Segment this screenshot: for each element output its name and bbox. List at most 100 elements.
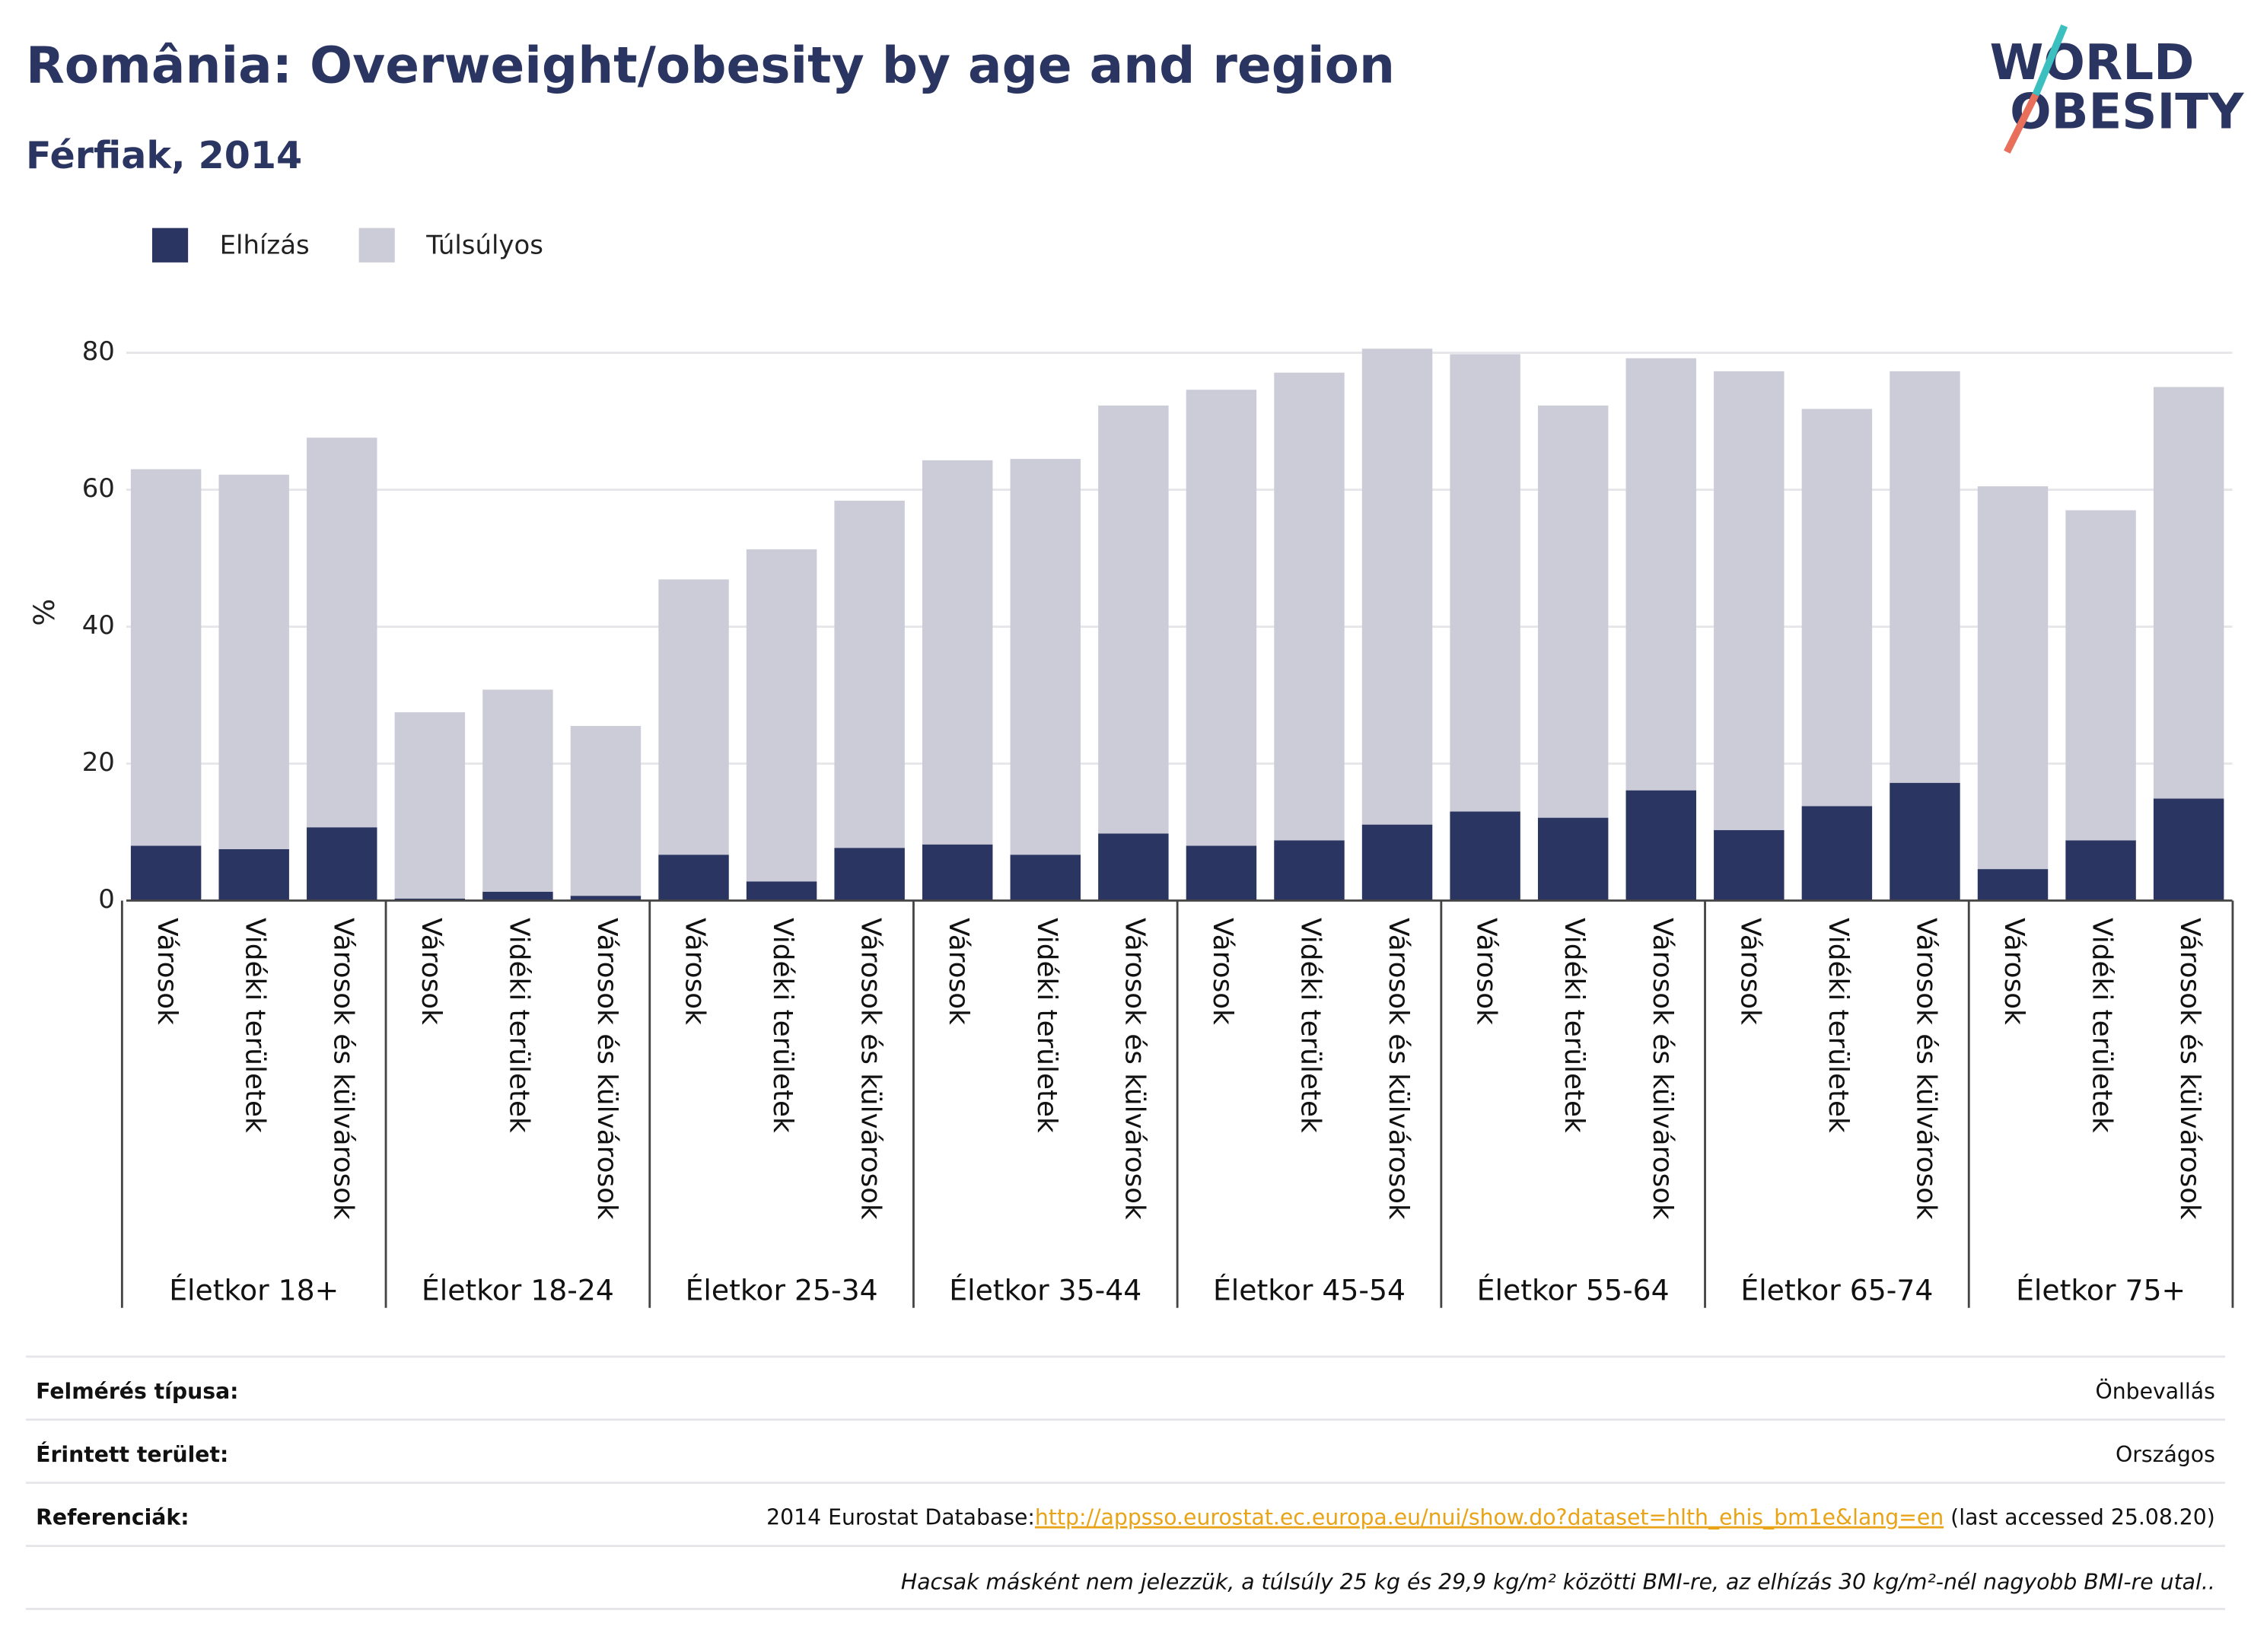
bar-segment — [658, 855, 729, 901]
logo-text: OBESITY — [2010, 84, 2245, 140]
bar-segment — [570, 896, 642, 901]
x-tick-label: Városok — [680, 918, 711, 1025]
legend-swatch — [358, 228, 395, 263]
legend-label: Elhízás — [220, 231, 310, 261]
bar-segment — [482, 891, 553, 901]
group-label: Életkor 18-24 — [422, 1273, 614, 1307]
bar-segment — [1098, 405, 1169, 834]
group-label: Életkor 55-64 — [1477, 1273, 1670, 1307]
bar-segment — [1361, 349, 1433, 825]
bar-segment — [1274, 372, 1345, 841]
x-tick-label: Vidéki területek — [240, 918, 271, 1133]
reference-text: 2014 Eurostat Database: — [766, 1505, 1035, 1530]
bar-segment — [2065, 840, 2136, 901]
footer-value: Önbevallás — [2095, 1378, 2214, 1404]
footer-label: Felmérés típusa: — [36, 1379, 238, 1404]
bar-segment — [482, 689, 553, 892]
reference-link[interactable]: http://appsso.eurostat.ec.europa.eu/nui/… — [1035, 1505, 1944, 1530]
y-tick-label: 0 — [98, 885, 115, 915]
x-tick-label: Vidéki területek — [2087, 918, 2118, 1133]
logo-slash — [2032, 24, 2068, 97]
bar-segment — [1977, 486, 2049, 870]
bar-segment — [746, 549, 817, 882]
bar-segment — [130, 845, 202, 901]
bar-segment — [2065, 510, 2136, 841]
bar-segment — [922, 844, 993, 901]
bar-segment — [218, 474, 289, 850]
bar-segment — [922, 460, 993, 845]
x-tick-label: Vidéki területek — [1294, 918, 1326, 1133]
y-tick-label: 20 — [82, 748, 115, 778]
bar-segment — [1186, 845, 1257, 901]
bar-segment — [746, 881, 817, 901]
y-tick-label: 60 — [82, 474, 115, 504]
x-tick-label: Vidéki területek — [1823, 918, 1854, 1133]
x-tick-label: Városok és külvárosok — [1910, 918, 1941, 1220]
footer-value: 2014 Eurostat Database:http://appsso.eur… — [766, 1505, 2215, 1530]
bar-segment — [1010, 459, 1081, 855]
bar-segment — [394, 712, 466, 899]
group-label: Életkor 65-74 — [1740, 1273, 1933, 1307]
footnote: Hacsak másként nem jelezzük, a túlsúly 2… — [901, 1570, 2215, 1595]
logo-text: WORLD — [1990, 35, 2195, 91]
bar-segment — [834, 848, 905, 901]
bar-segment — [1010, 855, 1081, 901]
bar-segment — [1186, 390, 1257, 846]
x-tick-label: Városok és külvárosok — [1647, 918, 1678, 1220]
group-label: Életkor 45-54 — [1213, 1273, 1406, 1307]
bar-segment — [1537, 405, 1609, 818]
bar-segment — [2153, 798, 2224, 901]
bar-segment — [1890, 371, 1960, 783]
bar-segment — [1625, 358, 1696, 791]
x-tick-label: Városok — [1471, 918, 1502, 1025]
bar-segment — [307, 438, 377, 828]
group-label: Életkor 35-44 — [949, 1273, 1141, 1307]
x-tick-label: Városok — [415, 918, 447, 1025]
x-tick-label: Városok — [1998, 918, 2030, 1025]
x-tick-label: Vidéki területek — [1559, 918, 1590, 1133]
x-tick-label: Városok — [151, 918, 183, 1025]
x-tick-label: Vidéki területek — [503, 918, 534, 1133]
bar-segment — [1450, 354, 1520, 812]
x-tick-label: Vidéki területek — [767, 918, 798, 1133]
x-tick-label: Városok és külvárosok — [1383, 918, 1414, 1220]
bar-segment — [1274, 840, 1345, 901]
reference-text: (last accessed 25.08.20) — [1944, 1505, 2215, 1530]
bar-segment — [1098, 833, 1169, 901]
footer-value: Országos — [2116, 1442, 2215, 1467]
logo-slash — [2004, 93, 2039, 154]
legend-label: Túlsúlyos — [425, 231, 543, 261]
x-tick-label: Városok és külvárosok — [327, 918, 358, 1220]
footer-label: Referenciák: — [36, 1505, 189, 1530]
bar-segment — [1714, 829, 1785, 901]
bar-segment — [1450, 811, 1520, 901]
bar-segment — [1801, 806, 1873, 901]
chart-subtitle: Férfiak, 2014 — [26, 133, 302, 177]
bar-segment — [1977, 869, 2049, 901]
bar-segment — [1537, 817, 1609, 901]
bar-segment — [1625, 790, 1696, 901]
x-tick-label: Városok és külvárosok — [2174, 918, 2205, 1220]
group-label: Életkor 75+ — [2016, 1273, 2186, 1307]
x-tick-label: Városok — [943, 918, 974, 1025]
bar-segment — [218, 849, 289, 901]
footer: Felmérés típusa: Önbevallás Érintett terül… — [25, 1355, 2226, 1610]
legend-swatch — [151, 228, 189, 263]
bar-segment — [1714, 371, 1785, 830]
y-tick-label: 80 — [82, 337, 115, 367]
y-tick-label: 40 — [82, 611, 115, 641]
bar-segment — [658, 579, 729, 855]
x-tick-label: Városok és külvárosok — [591, 918, 622, 1220]
bar-segment — [2153, 387, 2224, 799]
x-tick-label: Városok — [1207, 918, 1238, 1025]
x-tick-label: Városok és külvárosok — [855, 918, 887, 1220]
x-tick-label: Városok — [1734, 918, 1765, 1025]
bar-segment — [834, 500, 905, 848]
group-label: Életkor 18+ — [169, 1273, 339, 1307]
y-axis-label: % — [27, 599, 61, 626]
bar-segment — [1801, 409, 1873, 807]
logo: WORLD OBESITY — [1990, 24, 2245, 154]
x-tick-label: Városok és külvárosok — [1119, 918, 1150, 1220]
footer-label: Érintett terület: — [36, 1441, 228, 1467]
